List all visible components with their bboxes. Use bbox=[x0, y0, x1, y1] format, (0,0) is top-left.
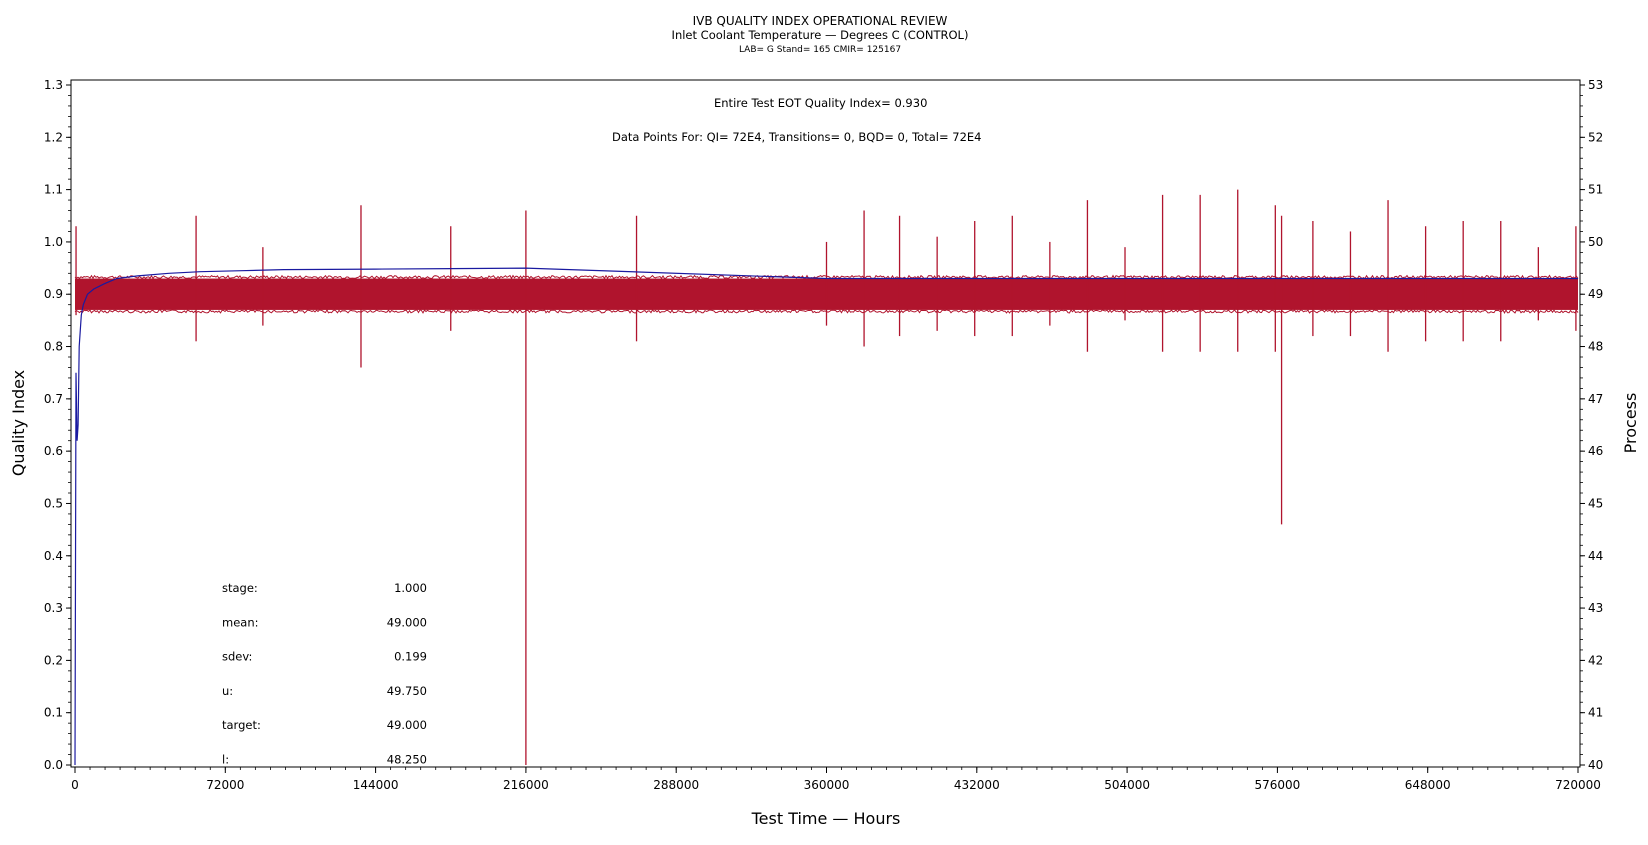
y-tick-label: 0.2 bbox=[44, 653, 63, 667]
stat-label: target: bbox=[222, 718, 261, 732]
y2-tick-label: 51 bbox=[1588, 183, 1603, 197]
y-tick-label: 1.0 bbox=[44, 235, 63, 249]
x-tick-label: 216000 bbox=[503, 778, 549, 792]
y-tick-label: 1.2 bbox=[44, 130, 63, 144]
y2-tick-label: 41 bbox=[1588, 706, 1603, 720]
y2-tick-label: 40 bbox=[1588, 758, 1603, 772]
y2-tick-label: 42 bbox=[1588, 653, 1603, 667]
x-tick-label: 0 bbox=[71, 778, 79, 792]
y-tick-label: 0.4 bbox=[44, 549, 63, 563]
x-axis-label: Test Time — Hours bbox=[751, 809, 901, 828]
x-tick-label: 648000 bbox=[1405, 778, 1451, 792]
x-tick-label: 72000 bbox=[206, 778, 244, 792]
stat-value: 49.000 bbox=[387, 718, 427, 732]
y2-tick-label: 52 bbox=[1588, 130, 1603, 144]
stat-label: stage: bbox=[222, 581, 258, 595]
chart-subtitle: Inlet Coolant Temperature — Degrees C (C… bbox=[672, 28, 969, 42]
stat-label: u: bbox=[222, 684, 233, 698]
y-tick-label: 0.5 bbox=[44, 496, 63, 510]
plot-area bbox=[74, 189, 1579, 766]
y2-tick-label: 47 bbox=[1588, 392, 1603, 406]
x-tick-label: 144000 bbox=[353, 778, 399, 792]
stat-value: 0.199 bbox=[394, 650, 427, 664]
axes: 0.0 0.1 0.2 0.3 0.4 0.5 0.6 0.7 0.8 0.9 1.0 1.1 1.2 1… bbox=[44, 78, 1603, 792]
y-tick-label: 0.7 bbox=[44, 392, 63, 406]
stat-label: l: bbox=[222, 753, 229, 767]
stat-value: 49.000 bbox=[387, 615, 427, 629]
y-tick-label: 1.1 bbox=[44, 183, 63, 197]
x-tick-label: 432000 bbox=[954, 778, 1000, 792]
eot-annotation: Entire Test EOT Quality Index= 0.930 bbox=[714, 96, 927, 110]
x-tick-label: 720000 bbox=[1555, 778, 1601, 792]
y-tick-label: 0.3 bbox=[44, 601, 63, 615]
stat-label: mean: bbox=[222, 615, 259, 629]
y-tick-label: 0.8 bbox=[44, 340, 63, 354]
y2-tick-label: 50 bbox=[1588, 235, 1603, 249]
x-tick-label: 288000 bbox=[653, 778, 699, 792]
stat-label: sdev: bbox=[222, 650, 252, 664]
stats-table: stage: 1.000 mean: 49.000 sdev: 0.199 u: 49.750… bbox=[222, 581, 427, 767]
y2-axis-label: Process bbox=[1621, 393, 1640, 454]
stat-value: 49.750 bbox=[387, 684, 427, 698]
y-tick-label: 1.3 bbox=[44, 78, 63, 92]
y2-tick-label: 45 bbox=[1588, 496, 1603, 510]
y2-tick-label: 48 bbox=[1588, 340, 1603, 354]
y2-tick-label: 46 bbox=[1588, 444, 1603, 458]
y2-tick-label: 44 bbox=[1588, 549, 1603, 563]
chart-title: IVB QUALITY INDEX OPERATIONAL REVIEW bbox=[693, 14, 948, 28]
y2-tick-label: 53 bbox=[1588, 78, 1603, 92]
plot-frame bbox=[70, 79, 1581, 768]
x-tick-label: 576000 bbox=[1254, 778, 1300, 792]
y-axis-label: Quality Index bbox=[9, 370, 28, 476]
x-tick-label: 360000 bbox=[804, 778, 850, 792]
y2-tick-label: 49 bbox=[1588, 287, 1603, 301]
y-tick-label: 0.1 bbox=[44, 706, 63, 720]
chart-subtitle-2: LAB= G Stand= 165 CMIR= 125167 bbox=[739, 45, 901, 55]
y2-tick-label: 43 bbox=[1588, 601, 1603, 615]
stat-value: 48.250 bbox=[387, 753, 427, 767]
stat-value: 1.000 bbox=[394, 581, 427, 595]
y-tick-label: 0.9 bbox=[44, 287, 63, 301]
quality-index-line bbox=[74, 267, 1578, 766]
y-tick-label: 0.6 bbox=[44, 444, 63, 458]
x-tick-label: 504000 bbox=[1104, 778, 1150, 792]
y-tick-label: 0.0 bbox=[44, 758, 63, 772]
data-points-annotation: Data Points For: QI= 72E4, Transitions= … bbox=[612, 130, 981, 144]
